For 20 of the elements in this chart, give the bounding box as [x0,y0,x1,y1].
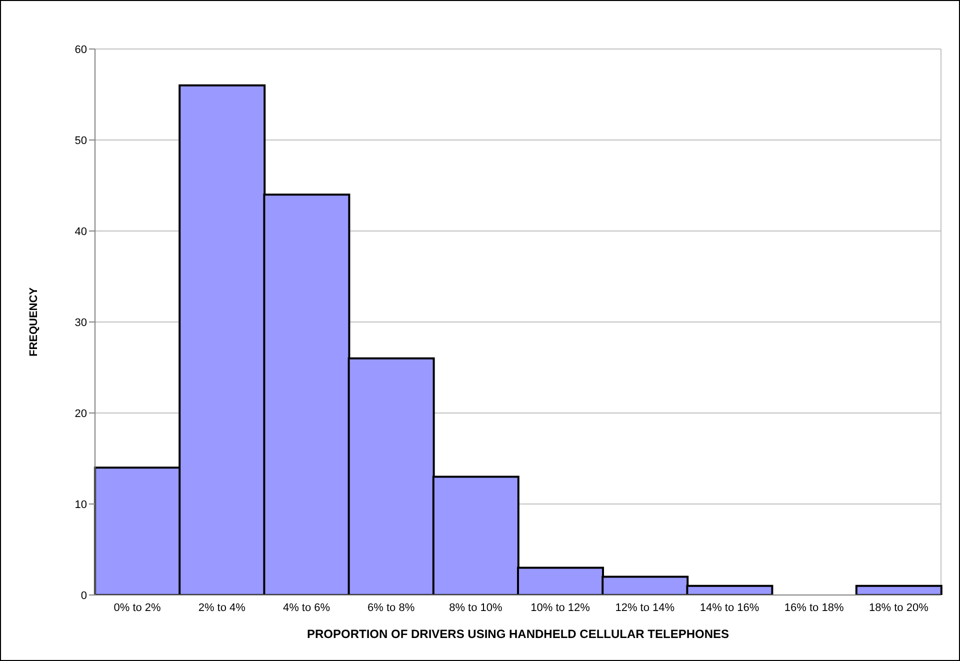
x-tick-label: 4% to 6% [282,602,330,614]
x-tick-label: 8% to 10% [449,602,503,614]
y-tick-label: 60 [74,44,87,56]
x-tick-label: 6% to 8% [368,602,415,614]
x-tick-label: 10% to 12% [530,602,590,614]
y-tick-label: 20 [74,408,87,420]
x-tick-label: 18% to 20% [869,602,929,614]
y-tick-label: 0 [80,590,87,602]
x-tick-label: 16% to 18% [784,602,844,614]
x-tick-label: 0% to 2% [114,602,162,614]
x-tick-label: 2% to 4% [198,602,246,614]
bar [855,584,942,595]
y-tick-label: 30 [74,316,87,329]
y-tick-label: 40 [74,226,87,238]
y-axis-title: FREQUENCY [28,286,40,357]
y-tick-label: 50 [74,134,87,147]
x-tick-label: 14% to 16% [700,602,760,614]
x-tick-label: 12% to 14% [615,602,675,614]
x-axis-title: PROPORTION OF DRIVERS USING HANDHELD CELLULAR TELEPHONES [306,627,730,641]
y-tick-label: 10 [74,498,87,511]
